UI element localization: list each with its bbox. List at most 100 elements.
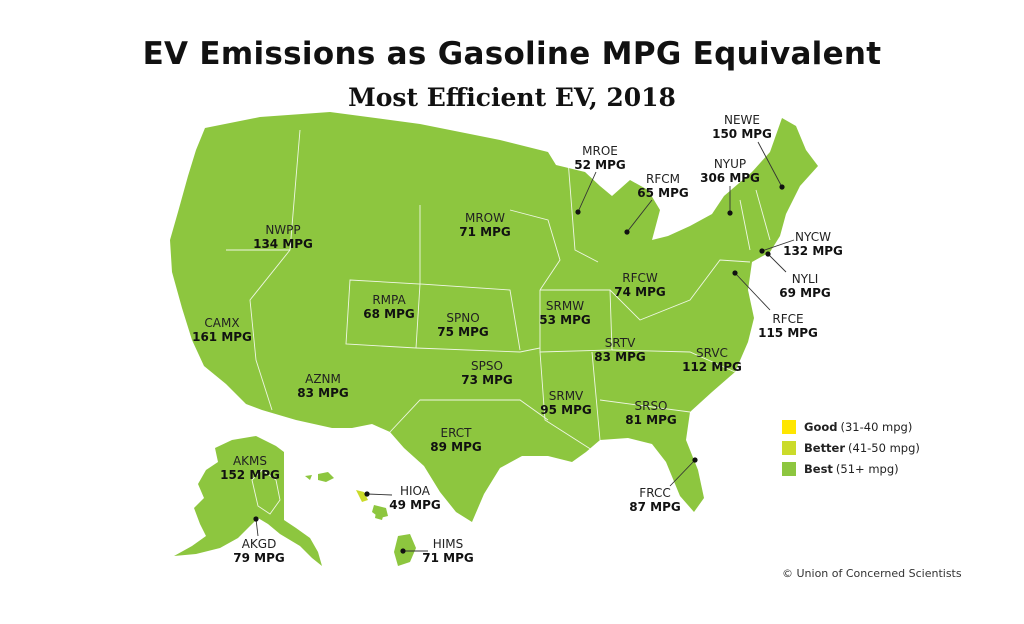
region-mpg: 134 MPG <box>253 237 313 251</box>
region-code: HIMS <box>433 537 464 551</box>
region-mpg: 69 MPG <box>779 286 830 300</box>
region-code: AZNM <box>305 372 341 386</box>
region-mpg: 52 MPG <box>574 158 625 172</box>
region-code: HIOA <box>400 484 431 498</box>
contiguous-us-shape <box>170 112 818 522</box>
region-mpg: 71 MPG <box>459 225 510 239</box>
region-mpg: 132 MPG <box>783 244 843 258</box>
region-code: SRVC <box>696 346 728 360</box>
region-code: NYCW <box>795 230 831 244</box>
region-code: SRMW <box>546 299 584 313</box>
region-mpg: 89 MPG <box>430 440 481 454</box>
region-mpg: 306 MPG <box>700 171 760 185</box>
leader-line-mroe <box>577 171 597 213</box>
leader-dot-newe <box>779 184 785 190</box>
region-code: SPNO <box>446 311 479 325</box>
region-mpg: 68 MPG <box>363 307 414 321</box>
leader-dot-akgd <box>253 516 259 522</box>
leader-dot-rfcm <box>624 229 630 235</box>
legend-swatch-good <box>782 419 796 434</box>
leader-dot-mroe <box>575 209 581 215</box>
region-mpg: 79 MPG <box>233 551 284 565</box>
legend-item-best: Best (51+ mpg) <box>782 458 920 479</box>
leader-dot-nycw <box>759 248 765 254</box>
legend: Good (31-40 mpg) Better (41-50 mpg) Best (5… <box>782 416 920 479</box>
region-mpg: 81 MPG <box>625 413 676 427</box>
region-mpg: 83 MPG <box>297 386 348 400</box>
leader-line-nyli <box>767 253 787 273</box>
region-code: AKMS <box>233 454 267 468</box>
region-code: RFCE <box>772 312 803 326</box>
legend-label: Best <box>804 461 833 476</box>
region-code: RMPA <box>372 293 406 307</box>
region-mpg: 115 MPG <box>758 326 818 340</box>
leader-line-hioa <box>366 493 393 496</box>
region-code: NWPP <box>265 223 300 237</box>
map-subtitle: Most Efficient EV, 2018 <box>348 83 676 112</box>
region-mpg: 112 MPG <box>682 360 742 374</box>
region-mpg: 71 MPG <box>422 551 473 565</box>
leader-dot-hioa <box>364 491 370 497</box>
region-mpg: 75 MPG <box>437 325 488 339</box>
leader-dot-nyup <box>727 210 733 216</box>
region-code: RFCM <box>646 172 680 186</box>
region-code: CAMX <box>204 316 239 330</box>
region-borders <box>226 129 771 515</box>
region-code: FRCC <box>639 486 670 500</box>
legend-range: (51+ mpg) <box>835 461 899 476</box>
leader-dot-hims <box>400 548 406 554</box>
map-title: EV Emissions as Gasoline MPG Equivalent <box>142 36 882 72</box>
hawaii-island-niihau <box>305 475 312 480</box>
region-mpg: 161 MPG <box>192 330 252 344</box>
region-mpg: 87 MPG <box>629 500 680 514</box>
region-mpg: 74 MPG <box>614 285 665 299</box>
legend-item-good: Good (31-40 mpg) <box>782 416 920 437</box>
leader-dots <box>253 184 785 554</box>
legend-label: Good <box>804 419 838 434</box>
legend-item-better: Better (41-50 mpg) <box>782 437 920 458</box>
region-mpg: 83 MPG <box>594 350 645 364</box>
region-code: NYLI <box>792 272 819 286</box>
hawaii-island-oahu <box>356 490 368 502</box>
region-mpg: 150 MPG <box>712 127 772 141</box>
leader-line-nycw <box>761 239 795 252</box>
leader-line-rfcm <box>626 199 653 233</box>
leader-line-rfce <box>734 272 771 311</box>
region-mpg: 73 MPG <box>461 373 512 387</box>
hawaii-island-molokai <box>375 512 384 520</box>
leader-line-newe <box>757 141 783 188</box>
region-code: MROE <box>582 144 618 158</box>
region-mpg: 152 MPG <box>220 468 280 482</box>
region-code: SPSO <box>471 359 503 373</box>
region-code: NYUP <box>714 157 746 171</box>
region-mpg: 49 MPG <box>389 498 440 512</box>
leader-line-akgd <box>255 518 259 537</box>
leader-lines <box>255 141 795 552</box>
region-code: AKGD <box>242 537 277 551</box>
region-code: MROW <box>465 211 505 225</box>
leader-line-frcc <box>669 459 696 487</box>
hawaii-island-kauai <box>318 472 334 482</box>
region-code: NEWE <box>724 113 760 127</box>
